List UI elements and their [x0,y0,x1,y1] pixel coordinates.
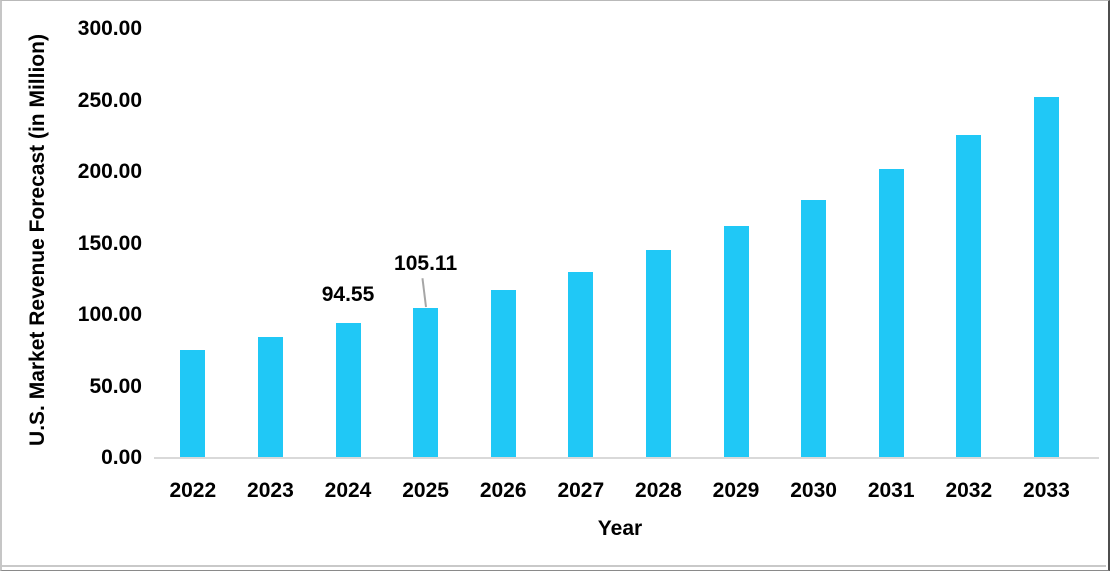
y-tick-label-250.00: 250.00 [77,88,142,112]
y-tick-label-200.00: 200.00 [77,160,142,183]
bar-2031 [878,169,904,458]
x-tick-label-2024: 2024 [324,479,372,502]
bar-2022 [180,350,206,458]
bar-2032 [956,134,982,458]
y-tick-label-0.00: 0.00 [101,446,142,469]
y-tick-label-100.00: 100.00 [77,303,142,326]
x-tick-label-2022: 2022 [169,479,217,502]
x-tick-label-2032: 2032 [945,479,993,502]
y-tick-label-50.00: 50.00 [89,374,142,398]
x-tick-label-2023: 2023 [247,479,294,502]
plot-area [154,29,1099,458]
bar-2030 [801,199,827,458]
bar-2029 [723,226,749,458]
data-label-2024: 94.55 [321,282,375,306]
bar-2028 [645,249,671,458]
bar-2024 [335,322,361,458]
x-tick-label-2025: 2025 [402,479,449,502]
x-axis-line [154,457,1099,459]
x-tick-label-2033: 2033 [1023,479,1070,502]
x-tick-label-2028: 2028 [635,479,682,502]
bar-2026 [490,289,516,458]
x-tick-label-2030: 2030 [790,479,837,502]
x-tick-label-2026: 2026 [479,479,527,502]
x-tick-label-2031: 2031 [867,479,915,502]
bar-2025 [413,307,439,458]
bar-2027 [568,271,594,458]
bar-2033 [1033,96,1059,458]
x-tick-label-2027: 2027 [557,479,605,502]
x-axis-title: Year [597,517,643,540]
y-tick-label-150.00: 150.00 [77,231,142,255]
data-label-2025: 105.11 [394,251,458,275]
y-tick-label-300.00: 300.00 [77,17,142,40]
x-tick-label-2029: 2029 [712,479,760,502]
bar-2023 [257,337,283,458]
